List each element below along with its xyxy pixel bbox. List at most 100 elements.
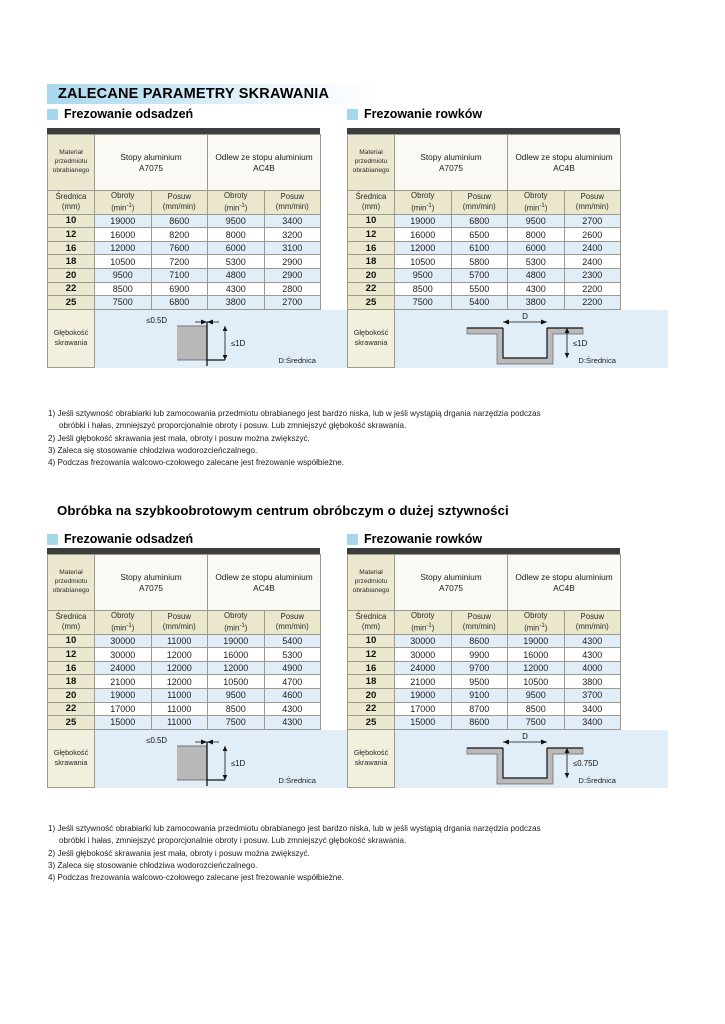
cell-speed-a7075: 24000 <box>94 660 152 676</box>
depth-figure: D ≤0.75D D:Średnica <box>395 729 668 788</box>
cell-feed-ac4b: 3200 <box>263 227 321 242</box>
header-speed-a7075: Obroty (min-1) <box>94 190 152 215</box>
cell-feed-a7075: 7600 <box>150 240 208 256</box>
header-speed-ac4b: Obroty (min-1) <box>207 610 265 635</box>
groove-cut-diagram: D ≤0.75D <box>395 729 668 788</box>
cell-speed-ac4b: 3800 <box>507 295 565 310</box>
cell-feed-ac4b: 4300 <box>263 715 321 730</box>
cell-feed-ac4b: 4300 <box>563 647 621 662</box>
header-speed-a7075: Obroty (min-1) <box>394 610 452 635</box>
footnote-line: 3) Zaleca się stosowanie chłodziwa wodor… <box>48 860 258 870</box>
header-speed-a7075: Obroty (min-1) <box>94 610 152 635</box>
cell-speed-ac4b: 9500 <box>507 213 565 229</box>
table-top-rule <box>347 548 620 554</box>
table-row: 18 21000 9500 10500 3800 <box>347 674 621 689</box>
cell-diameter: 10 <box>47 633 95 649</box>
cell-speed-ac4b: 8500 <box>507 701 565 717</box>
cell-diameter: 18 <box>347 674 395 689</box>
depth-of-cut-figure-cell: ≤0.5D ≤1D D:Średnica <box>94 308 368 368</box>
cell-speed-ac4b: 10500 <box>207 674 265 689</box>
cell-feed-a7075: 8600 <box>150 213 208 229</box>
cell-diameter: 25 <box>47 715 95 730</box>
cell-diameter: 25 <box>47 295 95 310</box>
footnote-line: 1) Jeśli sztywność obrabiarki lub zamoco… <box>48 824 541 833</box>
header-feed-a7075: Posuw (mm/min) <box>150 190 208 215</box>
cell-diameter: 18 <box>347 254 395 269</box>
table-row-depth-of-cut: Głębokość skrawania D ≤1D D:Średnica <box>347 308 668 368</box>
table-row: 20 9500 7100 4800 2900 <box>47 268 321 283</box>
params-table-groove-bottom: Materiał przedmiotu obrabianego Stopy alum… <box>347 548 668 788</box>
cell-feed-a7075: 6800 <box>450 213 508 229</box>
cell-speed-a7075: 30000 <box>94 647 152 662</box>
cell-feed-a7075: 11000 <box>150 633 208 649</box>
cell-speed-a7075: 19000 <box>394 213 452 229</box>
cell-feed-ac4b: 5300 <box>263 647 321 662</box>
page-title: ZALECANE PARAMETRY SKRAWANIA <box>47 84 377 106</box>
cell-diameter: 20 <box>347 268 395 283</box>
cell-feed-ac4b: 2900 <box>263 254 321 269</box>
table-row: 16 12000 6100 6000 2400 <box>347 240 621 256</box>
diameter-caption: D:Średnica <box>278 355 316 365</box>
cell-feed-ac4b: 4700 <box>263 674 321 689</box>
header-material-ac4b: Odlew ze stopu aluminium AC4B <box>507 554 621 611</box>
header-speed-ac4b: Obroty (min-1) <box>507 610 565 635</box>
cell-speed-a7075: 17000 <box>394 701 452 717</box>
table-row: 12 30000 12000 16000 5300 <box>47 647 321 662</box>
svg-text:≤1D: ≤1D <box>573 339 588 348</box>
table-row-material: Materiał przedmiotu obrabianego Stopy alum… <box>347 554 621 611</box>
cell-speed-a7075: 15000 <box>394 715 452 730</box>
table-row: 16 24000 9700 12000 4000 <box>347 660 621 676</box>
cell-speed-a7075: 9500 <box>394 268 452 283</box>
cell-diameter: 10 <box>47 213 95 229</box>
table-row: 16 24000 12000 12000 4900 <box>47 660 321 676</box>
cell-speed-a7075: 21000 <box>94 674 152 689</box>
cell-feed-ac4b: 2600 <box>563 227 621 242</box>
cell-feed-ac4b: 3400 <box>563 701 621 717</box>
header-material-a7075: Stopy aluminium A7075 <box>94 554 208 611</box>
cell-diameter: 12 <box>347 227 395 242</box>
cell-feed-ac4b: 2400 <box>563 254 621 269</box>
table-row-depth-of-cut: Głębokość skrawania ≤0.5D ≤1D D:Średnica <box>47 728 368 788</box>
table-row-material: Materiał przedmiotu obrabianego Stopy alum… <box>347 134 621 191</box>
cell-feed-a7075: 8600 <box>450 633 508 649</box>
cell-feed-ac4b: 4300 <box>563 633 621 649</box>
header-material-a7075: Stopy aluminium A7075 <box>394 554 508 611</box>
cell-speed-a7075: 12000 <box>94 240 152 256</box>
table-row: 22 8500 5500 4300 2200 <box>347 281 621 297</box>
label-depth-of-cut: Głębokość skrawania <box>347 728 395 788</box>
cell-diameter: 20 <box>47 268 95 283</box>
cell-diameter: 12 <box>47 647 95 662</box>
cutting-parameters-table: Materiał przedmiotu obrabianego Stopy alum… <box>47 134 368 368</box>
svg-text:≤1D: ≤1D <box>231 339 246 348</box>
cell-feed-ac4b: 3400 <box>563 715 621 730</box>
cell-feed-a7075: 6900 <box>150 281 208 297</box>
cell-speed-ac4b: 8000 <box>507 227 565 242</box>
table-row: 22 8500 6900 4300 2800 <box>47 281 321 297</box>
cell-speed-ac4b: 9500 <box>207 688 265 703</box>
cell-feed-a7075: 9100 <box>450 688 508 703</box>
header-feed-ac4b: Posuw (mm/min) <box>563 190 621 215</box>
footnote-line: 3) Zaleca się stosowanie chłodziwa wodor… <box>48 445 258 455</box>
cell-speed-ac4b: 9500 <box>507 688 565 703</box>
table-row-material: Materiał przedmiotu obrabianego Stopy alum… <box>47 554 321 611</box>
table-row-depth-of-cut: Głębokość skrawania D ≤0.75D D:Średnica <box>347 728 668 788</box>
table-top-rule <box>47 128 320 134</box>
diameter-caption: D:Średnica <box>278 775 316 785</box>
cell-feed-a7075: 12000 <box>150 647 208 662</box>
cell-diameter: 20 <box>347 688 395 703</box>
cell-speed-ac4b: 8000 <box>207 227 265 242</box>
cell-feed-ac4b: 2200 <box>563 281 621 297</box>
cell-feed-a7075: 11000 <box>150 701 208 717</box>
cell-diameter: 16 <box>47 240 95 256</box>
cell-speed-ac4b: 4800 <box>207 268 265 283</box>
cell-feed-ac4b: 4900 <box>263 660 321 676</box>
header-feed-a7075: Posuw (mm/min) <box>450 610 508 635</box>
subheading-label: Frezowanie odsadzeń <box>64 532 194 546</box>
cell-feed-ac4b: 3800 <box>563 674 621 689</box>
cell-speed-a7075: 15000 <box>94 715 152 730</box>
svg-text:D: D <box>522 732 528 741</box>
page-title-text: ZALECANE PARAMETRY SKRAWANIA <box>58 86 330 102</box>
cell-feed-ac4b: 2400 <box>563 240 621 256</box>
bullet-square-icon <box>47 533 58 545</box>
